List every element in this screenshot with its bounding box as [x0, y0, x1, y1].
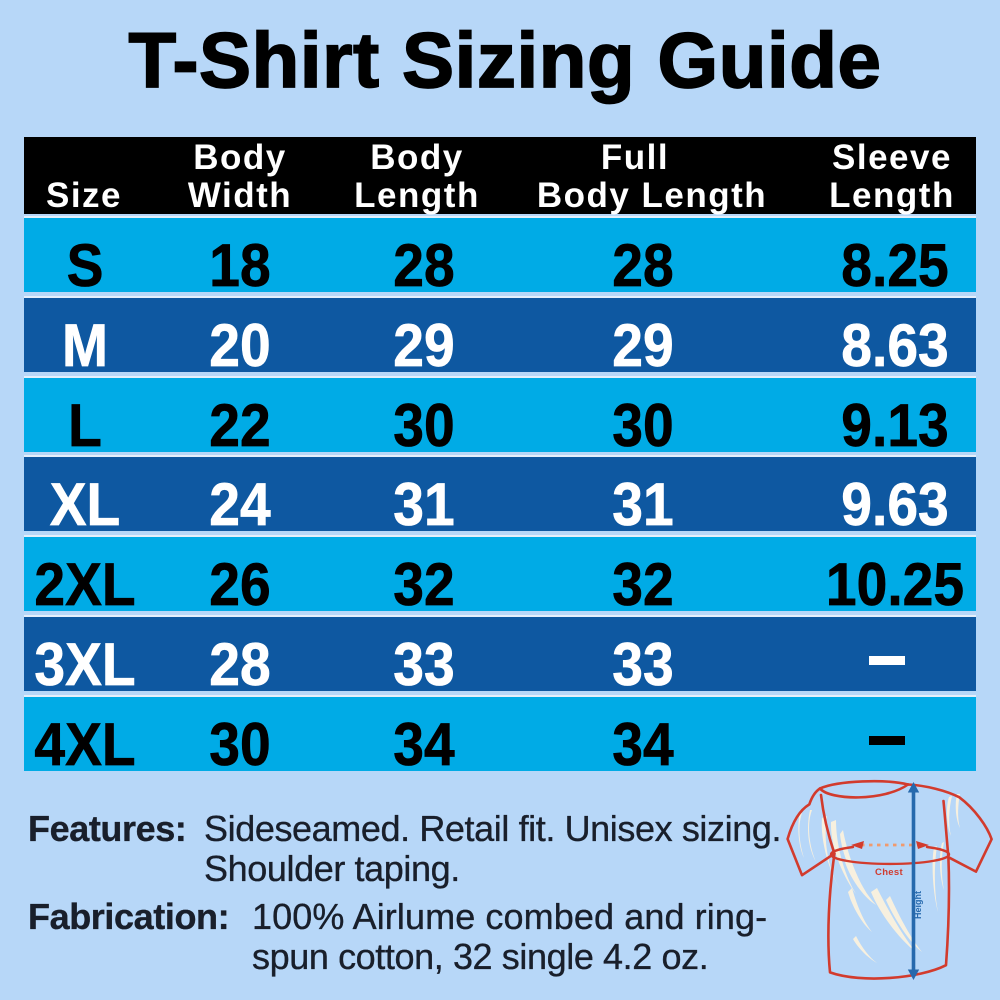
svg-text:Chest: Chest [875, 867, 903, 878]
svg-text:Height: Height [913, 891, 923, 919]
